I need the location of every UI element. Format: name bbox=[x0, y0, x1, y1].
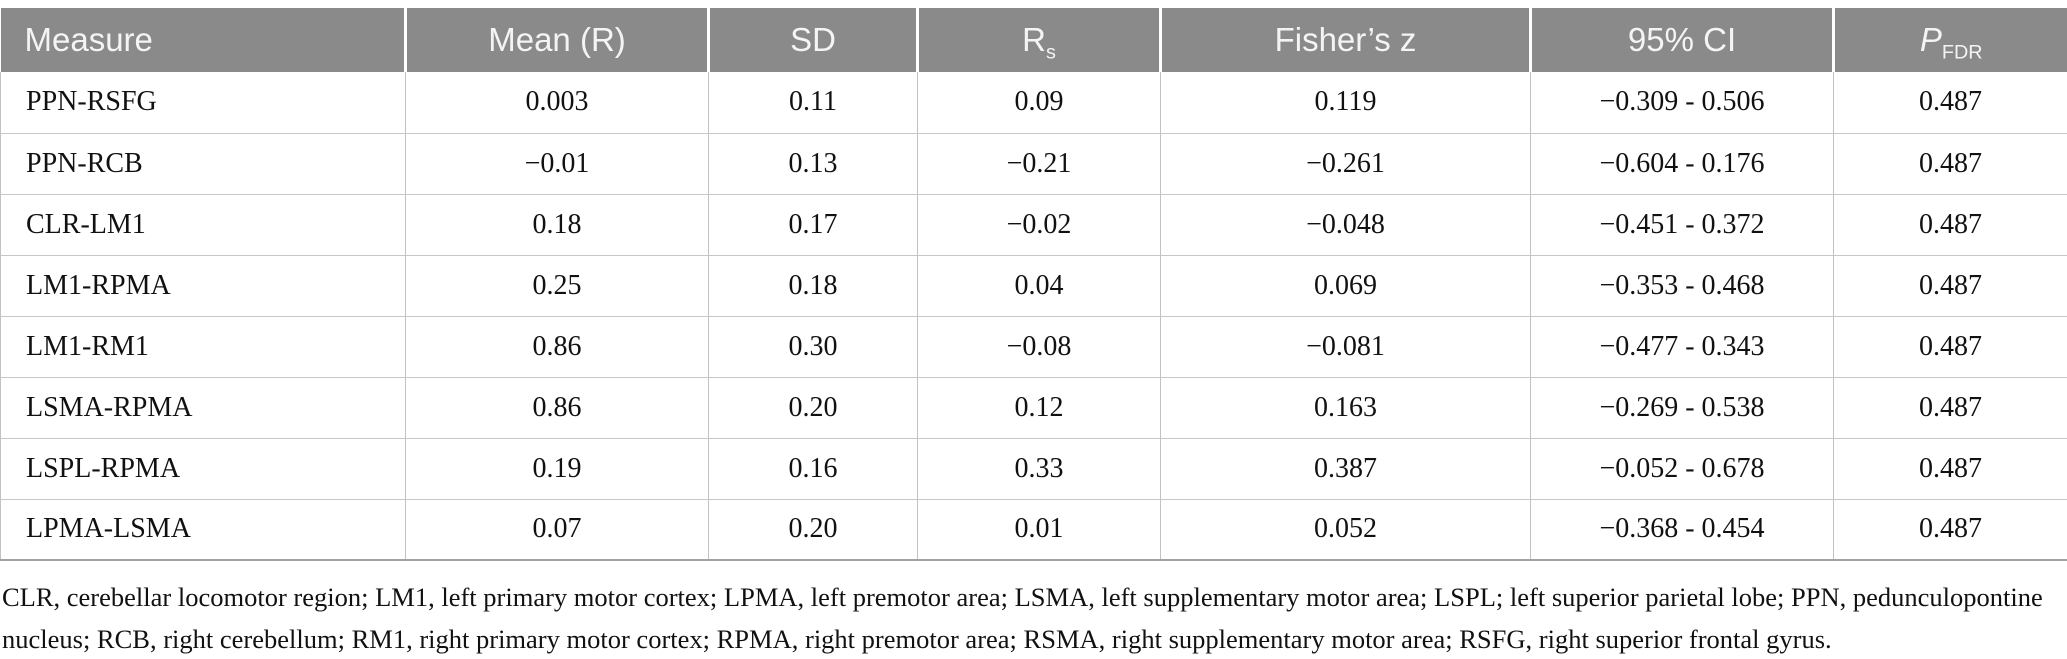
column-header-mean-r: Mean (R) bbox=[405, 8, 710, 72]
value-cell: −0.08 bbox=[917, 316, 1161, 378]
value-cell: 0.387 bbox=[1160, 438, 1531, 500]
value-cell: −0.269 - 0.538 bbox=[1530, 377, 1834, 439]
value-cell: 0.119 bbox=[1160, 72, 1531, 134]
table-header: Measure Mean (R) SD Rs Fisher’s z 95% CI PFDR bbox=[0, 8, 2067, 72]
value-cell: −0.02 bbox=[917, 194, 1161, 256]
measure-cell: PPN-RCB bbox=[0, 133, 406, 195]
value-cell: −0.01 bbox=[405, 133, 709, 195]
value-cell: −0.451 - 0.372 bbox=[1530, 194, 1834, 256]
table-row: CLR-LM1 0.18 0.17 −0.02 −0.048 −0.451 - 0.372… bbox=[0, 194, 2067, 256]
value-cell: 0.20 bbox=[708, 499, 918, 561]
table-row: LM1-RM1 0.86 0.30 −0.08 −0.081 −0.477 - 0.343… bbox=[0, 316, 2067, 378]
value-cell: 0.19 bbox=[405, 438, 709, 500]
table-row: LSMA-RPMA 0.86 0.20 0.12 0.163 −0.269 - 0.538… bbox=[0, 377, 2067, 439]
value-cell: 0.11 bbox=[708, 72, 918, 134]
value-cell: 0.17 bbox=[708, 194, 918, 256]
table-row: LM1-RPMA 0.25 0.18 0.04 0.069 −0.353 - 0.468 0… bbox=[0, 255, 2067, 317]
measure-cell: LSPL-RPMA bbox=[0, 438, 406, 500]
table-body: PPN-RSFG 0.003 0.11 0.09 0.119 −0.309 - 0.506… bbox=[0, 72, 2067, 561]
value-cell: 0.487 bbox=[1833, 255, 2067, 317]
header-row: Measure Mean (R) SD Rs Fisher’s z 95% CI PFDR bbox=[0, 8, 2067, 72]
value-cell: 0.487 bbox=[1833, 438, 2067, 500]
value-cell: 0.052 bbox=[1160, 499, 1531, 561]
value-cell: 0.18 bbox=[405, 194, 709, 256]
value-cell: 0.163 bbox=[1160, 377, 1531, 439]
value-cell: 0.07 bbox=[405, 499, 709, 561]
table-footnote: CLR, cerebellar locomotor region; LM1, l… bbox=[2, 582, 2043, 654]
value-cell: 0.30 bbox=[708, 316, 918, 378]
measure-cell: LM1-RM1 bbox=[0, 316, 406, 378]
value-cell: 0.487 bbox=[1833, 194, 2067, 256]
column-header-sd: SD bbox=[708, 8, 919, 72]
value-cell: 0.86 bbox=[405, 377, 709, 439]
column-header-fishers-z: Fisher’s z bbox=[1160, 8, 1532, 72]
column-header-ci-95: 95% CI bbox=[1530, 8, 1835, 72]
value-cell: −0.081 bbox=[1160, 316, 1531, 378]
value-cell: 0.487 bbox=[1833, 499, 2067, 561]
value-cell: −0.368 - 0.454 bbox=[1530, 499, 1834, 561]
value-cell: 0.003 bbox=[405, 72, 709, 134]
value-cell: 0.09 bbox=[917, 72, 1161, 134]
value-cell: 0.25 bbox=[405, 255, 709, 317]
value-cell: −0.048 bbox=[1160, 194, 1531, 256]
value-cell: 0.20 bbox=[708, 377, 918, 439]
value-cell: −0.309 - 0.506 bbox=[1530, 72, 1834, 134]
column-header-p-fdr: PFDR bbox=[1833, 8, 2067, 72]
value-cell: 0.01 bbox=[917, 499, 1161, 561]
value-cell: 0.487 bbox=[1833, 72, 2067, 134]
value-cell: 0.13 bbox=[708, 133, 918, 195]
value-cell: 0.86 bbox=[405, 316, 709, 378]
table-row: LSPL-RPMA 0.19 0.16 0.33 0.387 −0.052 - 0.678… bbox=[0, 438, 2067, 500]
measure-cell: CLR-LM1 bbox=[0, 194, 406, 256]
value-cell: 0.18 bbox=[708, 255, 918, 317]
table-row: PPN-RSFG 0.003 0.11 0.09 0.119 −0.309 - 0.506… bbox=[0, 72, 2067, 134]
value-cell: 0.487 bbox=[1833, 316, 2067, 378]
value-cell: 0.16 bbox=[708, 438, 918, 500]
measure-cell: LSMA-RPMA bbox=[0, 377, 406, 439]
measure-cell: PPN-RSFG bbox=[0, 72, 406, 134]
value-cell: −0.21 bbox=[917, 133, 1161, 195]
value-cell: 0.069 bbox=[1160, 255, 1531, 317]
table-row: PPN-RCB −0.01 0.13 −0.21 −0.261 −0.604 - 0.17… bbox=[0, 133, 2067, 195]
value-cell: 0.04 bbox=[917, 255, 1161, 317]
value-cell: 0.33 bbox=[917, 438, 1161, 500]
value-cell: −0.261 bbox=[1160, 133, 1531, 195]
column-header-measure: Measure bbox=[0, 8, 407, 72]
measure-cell: LM1-RPMA bbox=[0, 255, 406, 317]
value-cell: −0.353 - 0.468 bbox=[1530, 255, 1834, 317]
stats-table: Measure Mean (R) SD Rs Fisher’s z 95% CI PFDR … bbox=[0, 8, 2067, 561]
value-cell: 0.12 bbox=[917, 377, 1161, 439]
value-cell: −0.477 - 0.343 bbox=[1530, 316, 1834, 378]
column-header-rs: Rs bbox=[917, 8, 1162, 72]
measure-cell: LPMA-LSMA bbox=[0, 499, 406, 561]
value-cell: −0.604 - 0.176 bbox=[1530, 133, 1834, 195]
table-row: LPMA-LSMA 0.07 0.20 0.01 0.052 −0.368 - 0.454… bbox=[0, 499, 2067, 561]
value-cell: −0.052 - 0.678 bbox=[1530, 438, 1834, 500]
value-cell: 0.487 bbox=[1833, 377, 2067, 439]
value-cell: 0.487 bbox=[1833, 133, 2067, 195]
